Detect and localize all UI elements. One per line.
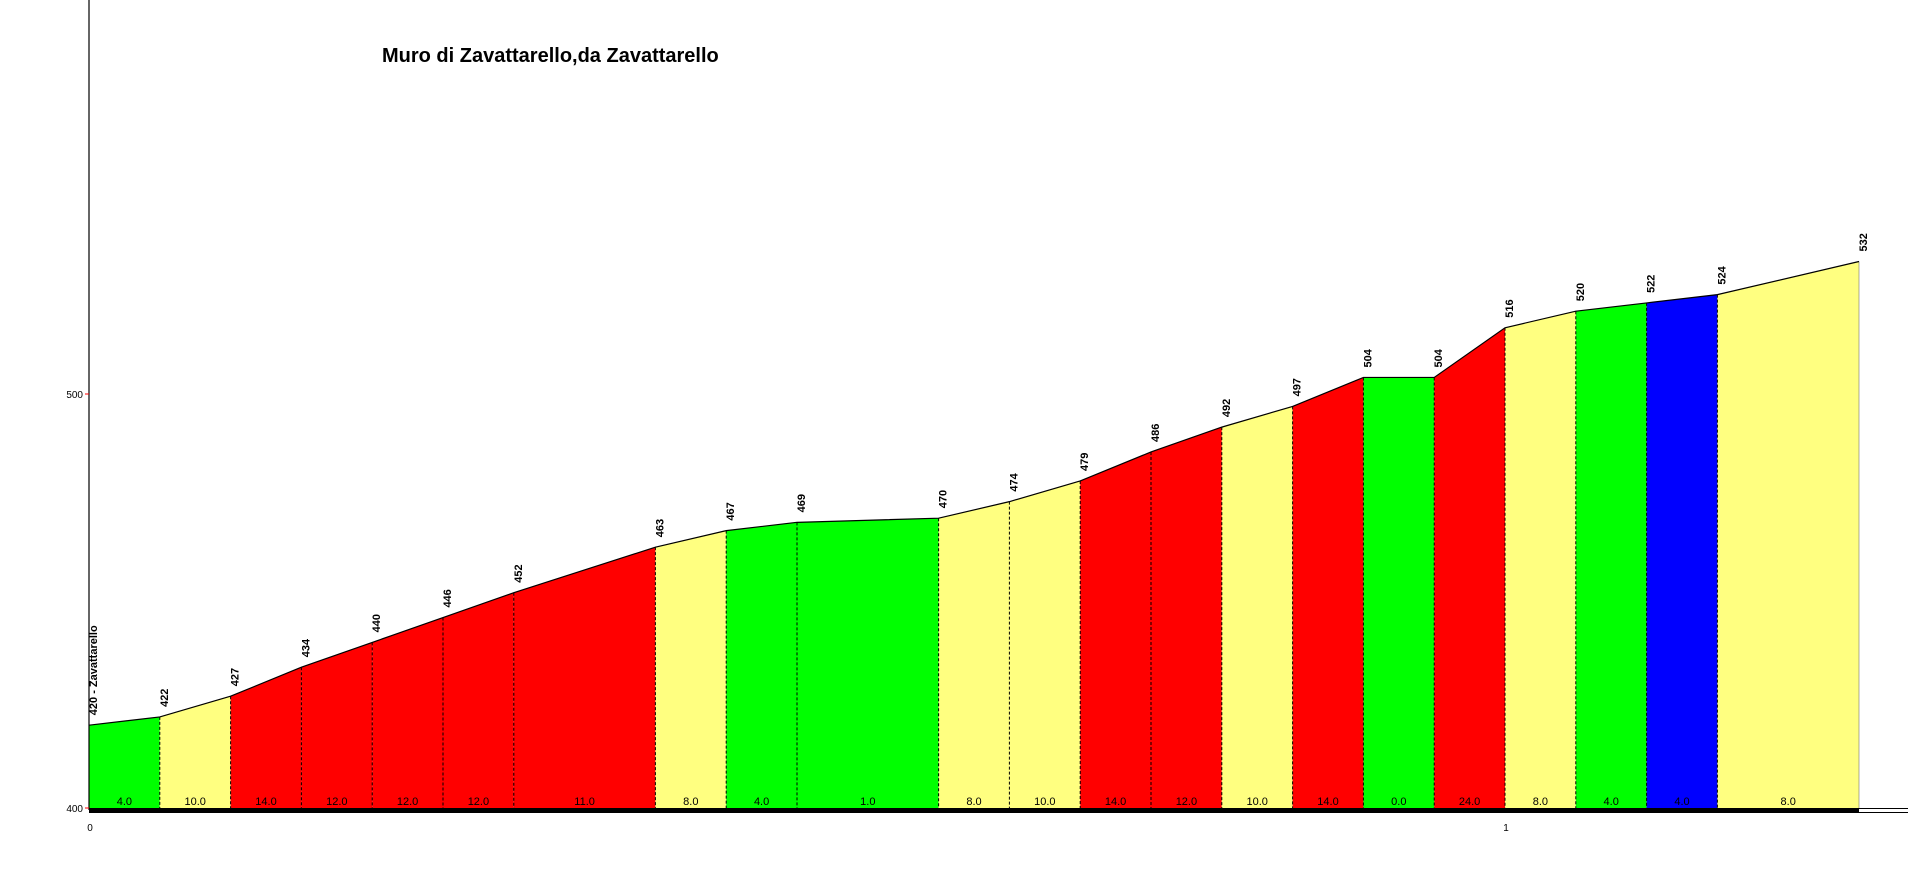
gradient-label: 12.0 [1176, 796, 1197, 808]
gradient-segment [1363, 377, 1435, 808]
gradient-label: 12.0 [326, 796, 347, 808]
elevation-label: 420 - Zavattarello [88, 625, 100, 715]
elevation-label: 520 [1575, 283, 1587, 301]
gradient-label: 10.0 [184, 796, 205, 808]
gradient-label: 14.0 [1317, 796, 1338, 808]
gradient-segment [372, 617, 443, 808]
elevation-label: 522 [1646, 275, 1658, 293]
gradient-segment [89, 716, 160, 808]
elevation-label: 422 [159, 689, 171, 707]
elevation-label: 463 [654, 519, 666, 537]
elevation-label: 470 [938, 490, 950, 508]
elevation-label: 474 [1008, 472, 1020, 491]
gradient-segment [1646, 294, 1718, 808]
gradient-segment [513, 547, 656, 808]
elevation-label: 469 [796, 494, 808, 512]
gradient-segment [301, 642, 373, 808]
gradient-label: 12.0 [468, 796, 489, 808]
elevation-label: 440 [371, 614, 383, 632]
chart-title: Muro di Zavattarello,da Zavattarello [382, 45, 719, 67]
elevation-label: 427 [230, 668, 242, 686]
elevation-label: 479 [1079, 453, 1091, 471]
gradient-label: 8.0 [1781, 796, 1796, 808]
gradient-label: 0.0 [1391, 796, 1406, 808]
gradient-segment [443, 592, 514, 808]
gradient-label: 4.0 [117, 796, 132, 808]
x-tick-label: 0 [87, 823, 93, 834]
gradient-label: 10.0 [1246, 796, 1267, 808]
gradient-segment [938, 501, 1010, 808]
elevation-label: 524 [1716, 265, 1728, 284]
elevation-label: 486 [1150, 424, 1162, 442]
y-tick-label: 500 [66, 390, 83, 401]
gradient-segment [1434, 327, 1505, 808]
gradient-label: 8.0 [966, 796, 981, 808]
gradient-label: 14.0 [255, 796, 276, 808]
gradient-label: 11.0 [574, 796, 595, 808]
elevation-label: 467 [725, 502, 737, 520]
gradient-segment [1575, 302, 1647, 808]
elevation-label: 504 [1362, 348, 1374, 367]
gradient-label: 8.0 [1533, 796, 1548, 808]
gradient-label: 4.0 [754, 796, 769, 808]
elevation-label: 516 [1504, 299, 1516, 317]
gradient-segment [1080, 451, 1151, 808]
elevation-label: 434 [300, 638, 312, 657]
gradient-label: 1.0 [860, 796, 875, 808]
elevation-label: 532 [1858, 233, 1870, 251]
gradient-label: 10.0 [1034, 796, 1055, 808]
x-tick-label: 1 [1503, 823, 1509, 834]
elevation-label: 497 [1292, 378, 1304, 396]
gradient-segment [1151, 427, 1222, 808]
elevation-label: 492 [1221, 399, 1233, 417]
elevation-label: 446 [442, 589, 454, 607]
gradient-segment [1292, 377, 1364, 808]
gradient-segment [1009, 480, 1081, 808]
gradient-label: 8.0 [683, 796, 698, 808]
elevation-label: 452 [513, 564, 525, 582]
gradient-segment [1221, 406, 1293, 808]
gradient-segment [1505, 311, 1576, 808]
gradient-segment [159, 696, 231, 808]
gradient-segment [797, 518, 939, 808]
gradient-segment [1717, 261, 1859, 808]
gradient-label: 4.0 [1674, 796, 1689, 808]
gradient-segment [230, 667, 302, 808]
gradient-label: 4.0 [1604, 796, 1619, 808]
gradient-segment [655, 530, 727, 808]
y-tick-label: 400 [66, 804, 83, 815]
elevation-label: 504 [1433, 348, 1445, 367]
gradient-segment [726, 522, 797, 808]
distance-bar [89, 808, 1859, 813]
gradient-label: 24.0 [1459, 796, 1480, 808]
profile-line [88, 260, 1860, 726]
gradient-label: 12.0 [397, 796, 418, 808]
gradient-label: 14.0 [1105, 796, 1126, 808]
